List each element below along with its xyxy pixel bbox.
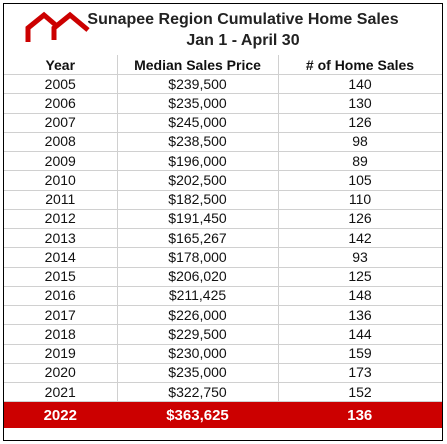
cell-year: 2006 [4,93,118,114]
cell-year: 2018 [4,324,118,345]
table-header-row: Year Median Sales Price # of Home Sales [4,55,442,75]
cell-home-sales: 93 [278,247,442,268]
cell-year: 2007 [4,113,118,133]
cell-home-sales: 110 [278,190,442,210]
cell-median-price: $202,500 [117,170,279,191]
cell-median-price: $238,500 [117,132,279,153]
column-header-home-sales: # of Home Sales [278,55,442,75]
cell-home-sales: 136 [278,305,442,326]
table-row: 2017 $226,000 136 [4,305,442,326]
table-row: 2015 $206,020 125 [4,267,442,287]
column-header-year: Year [4,55,118,75]
home-sales-table: Year Median Sales Price # of Home Sales … [4,55,442,429]
cell-year: 2005 [4,74,118,95]
house-roof-logo-icon [25,11,90,42]
cell-home-sales: 130 [278,93,442,114]
cell-home-sales: 142 [278,228,442,249]
table-row: 2008 $238,500 98 [4,132,442,153]
cell-year: 2021 [4,382,118,403]
cell-home-sales: 152 [278,382,442,403]
cell-year: 2009 [4,151,118,172]
cell-year: 2022 [4,401,118,429]
cell-home-sales: 140 [278,74,442,95]
cell-year: 2012 [4,209,118,230]
cell-home-sales: 173 [278,363,442,384]
cell-median-price: $178,000 [117,247,279,268]
cell-year: 2008 [4,132,118,153]
cell-home-sales: 89 [278,151,442,172]
column-header-median-price: Median Sales Price [117,55,279,75]
cell-year: 2020 [4,363,118,384]
cell-home-sales: 126 [278,209,442,230]
cell-year: 2013 [4,228,118,249]
cell-median-price: $165,267 [117,228,279,249]
cell-year: 2017 [4,305,118,326]
cell-median-price: $226,000 [117,305,279,326]
cell-median-price: $245,000 [117,113,279,133]
cell-home-sales: 126 [278,113,442,133]
table-row: 2009 $196,000 89 [4,151,442,172]
table-row: 2019 $230,000 159 [4,344,442,364]
cell-median-price: $196,000 [117,151,279,172]
table-body: 2005 $239,500 140 2006 $235,000 130 2007 $245,0… [4,74,442,429]
cell-median-price: $182,500 [117,190,279,210]
cell-median-price: $322,750 [117,382,279,403]
cell-median-price: $230,000 [117,344,279,364]
cell-year: 2015 [4,267,118,287]
cell-year: 2014 [4,247,118,268]
page-title: Sunapee Region Cumulative Home Sales [87,11,399,28]
cell-home-sales: 144 [278,324,442,345]
cell-median-price: $206,020 [117,267,279,287]
cell-year: 2016 [4,286,118,307]
cell-median-price: $235,000 [117,363,279,384]
cell-home-sales: 98 [278,132,442,153]
table-row: 2005 $239,500 140 [4,74,442,95]
table-row: 2018 $229,500 144 [4,324,442,345]
page-subtitle: Jan 1 - April 30 [186,32,300,49]
table-row: 2021 $322,750 152 [4,382,442,403]
cell-median-price: $191,450 [117,209,279,230]
table-row: 2007 $245,000 126 [4,113,442,133]
cell-year: 2019 [4,344,118,364]
cell-home-sales: 125 [278,267,442,287]
sales-table-panel: Sunapee Region Cumulative Home Sales Jan… [3,3,443,441]
cell-home-sales: 159 [278,344,442,364]
table-row: 2016 $211,425 148 [4,286,442,307]
cell-year: 2010 [4,170,118,191]
table-row: 2013 $165,267 142 [4,228,442,249]
table-header: Sunapee Region Cumulative Home Sales Jan… [4,4,442,52]
cell-median-price: $239,500 [117,74,279,95]
cell-median-price: $229,500 [117,324,279,345]
cell-home-sales: 105 [278,170,442,191]
table-row: 2006 $235,000 130 [4,93,442,114]
cell-home-sales: 136 [278,401,442,429]
table-row: 2014 $178,000 93 [4,247,442,268]
cell-median-price: $211,425 [117,286,279,307]
table-row: 2011 $182,500 110 [4,190,442,210]
table-row: 2012 $191,450 126 [4,209,442,230]
table-row-highlighted: 2022 $363,625 136 [4,401,442,429]
cell-year: 2011 [4,190,118,210]
cell-median-price: $363,625 [117,401,279,429]
table-row: 2010 $202,500 105 [4,170,442,191]
table-row: 2020 $235,000 173 [4,363,442,384]
cell-home-sales: 148 [278,286,442,307]
cell-median-price: $235,000 [117,93,279,114]
